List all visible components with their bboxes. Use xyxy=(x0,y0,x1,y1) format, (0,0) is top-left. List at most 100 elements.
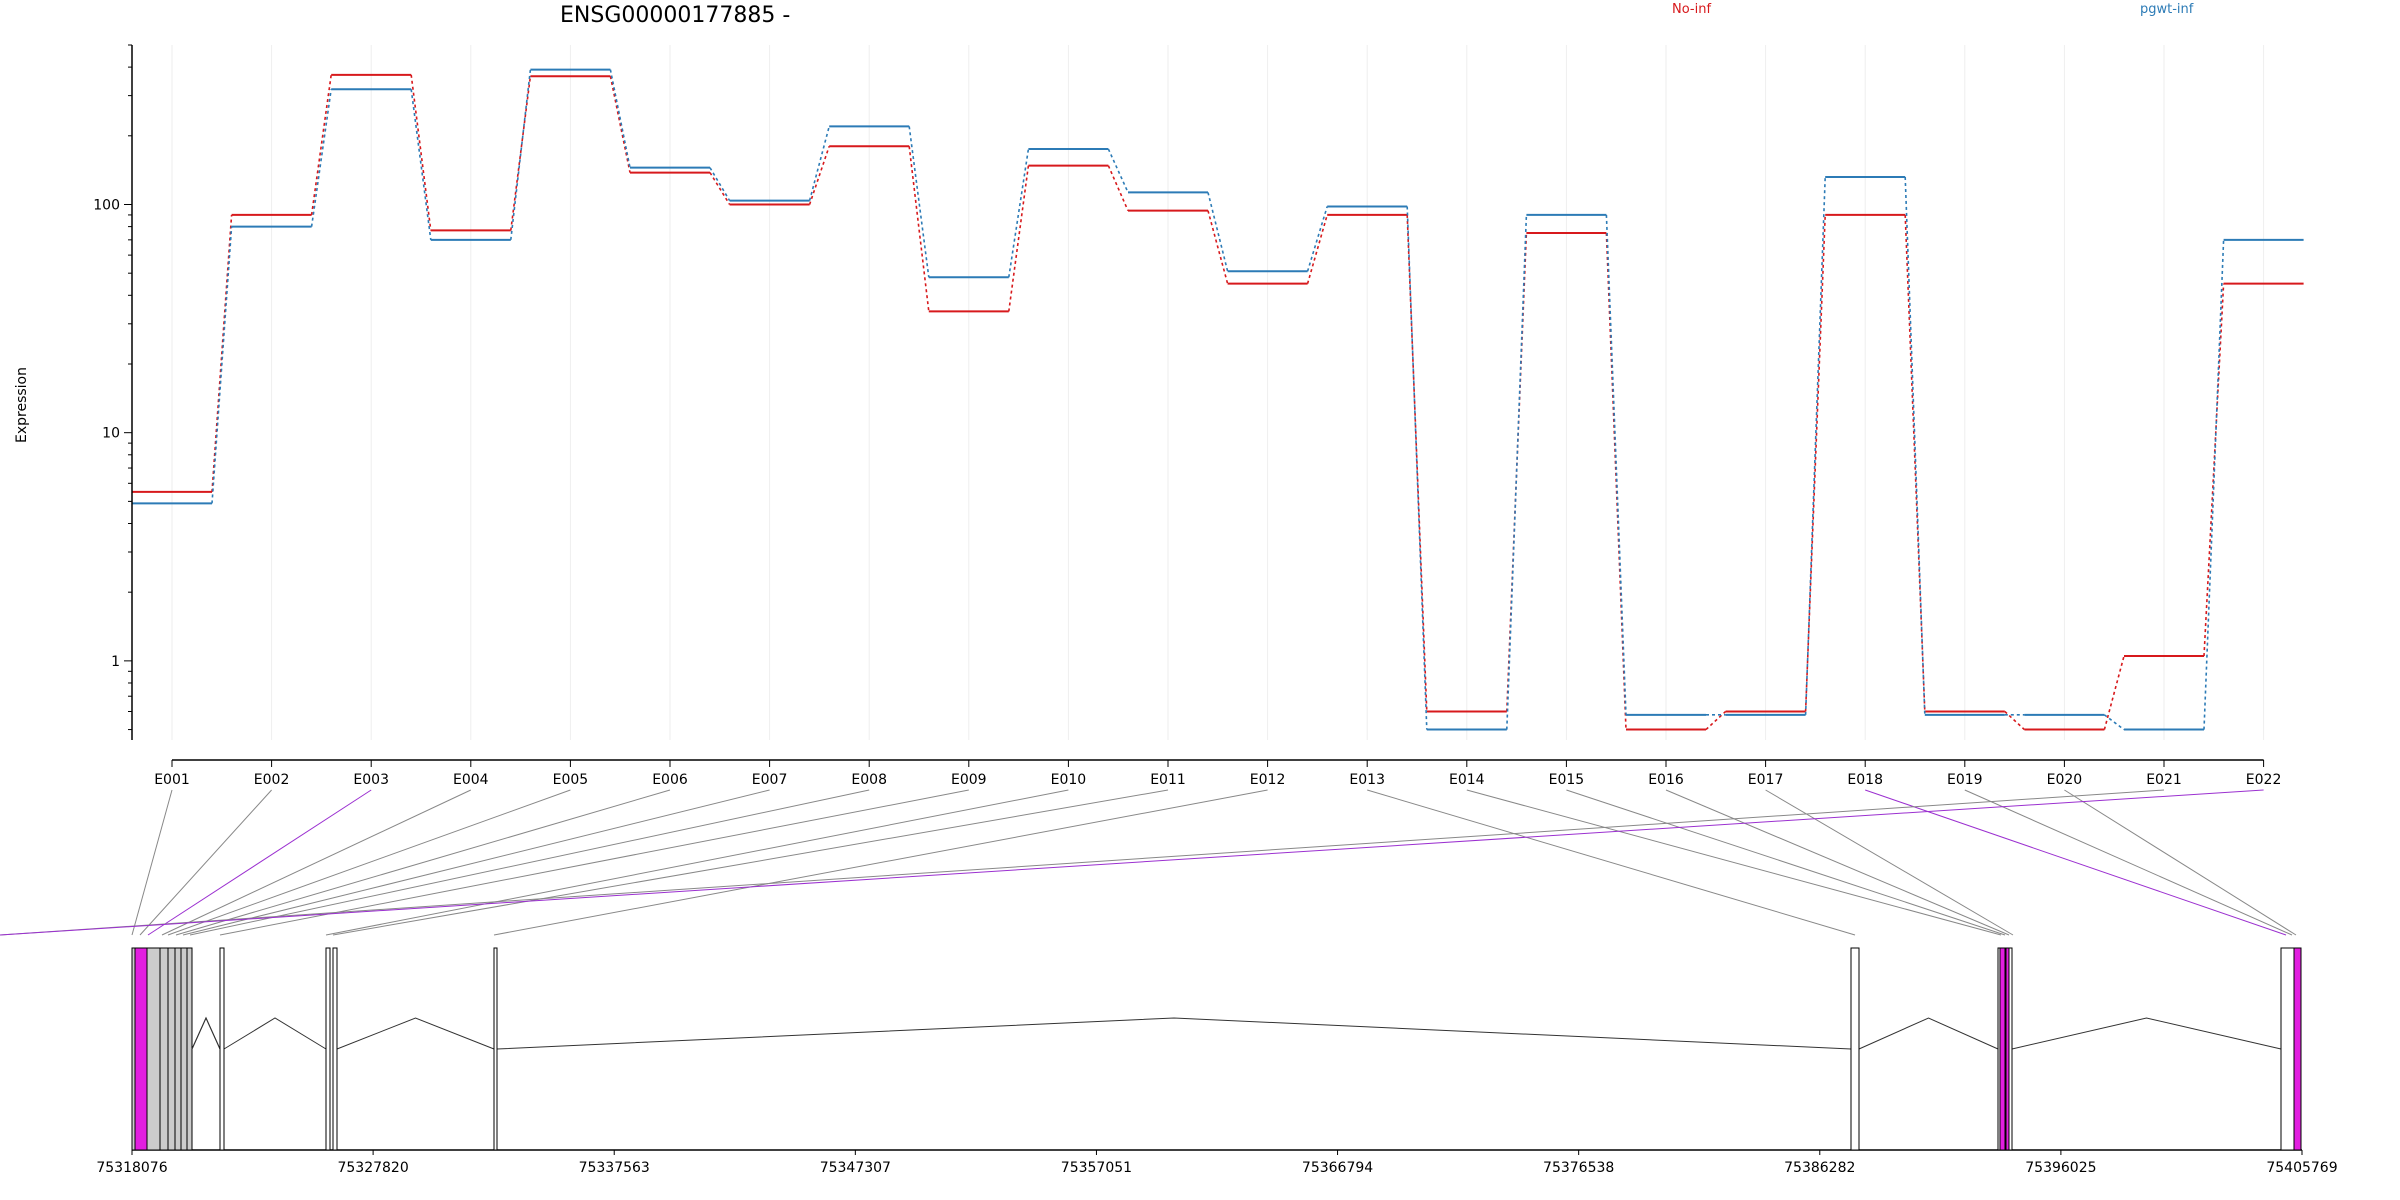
series-connector xyxy=(808,126,830,201)
connector-E014 xyxy=(1466,789,2002,936)
y-axis-label: Expression xyxy=(14,367,30,443)
exon-box xyxy=(325,947,331,1151)
connector-E001 xyxy=(131,789,173,936)
exon-box xyxy=(219,947,225,1151)
x-tick-label-E019: E019 xyxy=(1947,772,1983,788)
exon-highlighted xyxy=(1999,947,2006,1151)
series-connector xyxy=(1904,176,1926,715)
series-connector xyxy=(1605,214,1627,715)
x-tick-label-E005: E005 xyxy=(553,772,589,788)
series-connector xyxy=(410,89,432,240)
x-tick-label-E020: E020 xyxy=(2047,772,2083,788)
intron-line xyxy=(496,1017,1852,1050)
connector-E005 xyxy=(167,789,571,936)
series-connector xyxy=(908,126,930,278)
connector-E004 xyxy=(161,789,472,936)
coord-label: 75396025 xyxy=(2025,1160,2096,1176)
exon-highlighted xyxy=(2005,947,2010,1151)
series-pgwt-inf xyxy=(132,68,2304,731)
connector-E008 xyxy=(189,789,870,936)
series-connector xyxy=(1506,232,1528,712)
connector-E019 xyxy=(1964,789,2293,936)
x-tick-label-E021: E021 xyxy=(2146,772,2182,788)
series-No-inf xyxy=(132,73,2304,731)
series-connector xyxy=(2103,714,2125,731)
coord-label: 75405769 xyxy=(2266,1160,2337,1176)
connector-E012 xyxy=(493,789,1268,936)
connector-E009 xyxy=(219,789,969,936)
series-connector xyxy=(1008,148,1030,278)
axes: 1 10 100 E001 E002 E003 E004 E005 E006 E007 E008 E0… xyxy=(93,44,2282,788)
x-tick-label-E006: E006 xyxy=(652,772,688,788)
exon-box xyxy=(1850,947,1860,1151)
series-connector xyxy=(1406,214,1428,712)
exon-connector-lines xyxy=(0,789,2297,936)
x-tick-label-E012: E012 xyxy=(1250,772,1286,788)
series-connector xyxy=(709,167,731,202)
series-connector xyxy=(410,74,432,231)
x-tick-label-E011: E011 xyxy=(1150,772,1186,788)
connector-E018 xyxy=(1865,789,2287,936)
series-connector xyxy=(211,214,233,492)
y-tick-label: 1 xyxy=(111,654,120,670)
exon-highlighted xyxy=(2293,947,2302,1151)
series-connector xyxy=(510,76,532,231)
y-tick-label: 100 xyxy=(93,197,120,213)
series-connector xyxy=(908,146,930,312)
series-connector xyxy=(808,145,830,205)
gene-model: 75318076 75327820 75337563 75347307 75357051… xyxy=(96,947,2338,1176)
coord-label: 75347307 xyxy=(820,1160,891,1176)
exon-box xyxy=(493,947,498,1151)
x-tick-label-E008: E008 xyxy=(851,772,887,788)
coord-label: 75337563 xyxy=(579,1160,650,1176)
intron-line xyxy=(336,1017,495,1050)
connector-E022 xyxy=(0,789,2264,936)
exon-highlighted xyxy=(134,947,148,1151)
connector-E007 xyxy=(182,789,770,936)
series-connector xyxy=(211,226,233,504)
series-connector xyxy=(310,74,332,216)
intron-line xyxy=(2011,1017,2282,1050)
connector-E006 xyxy=(175,789,671,936)
x-tick-label-E014: E014 xyxy=(1449,772,1485,788)
series-connector xyxy=(2203,239,2225,730)
coord-label: 75327820 xyxy=(337,1160,408,1176)
connector-E015 xyxy=(1566,789,2006,936)
series-connector xyxy=(2103,655,2125,730)
connector-E013 xyxy=(1367,789,1856,936)
coord-label: 75366794 xyxy=(1302,1160,1373,1176)
series-connector xyxy=(1207,210,1229,284)
series-connector xyxy=(2004,710,2025,731)
series-connector xyxy=(1306,214,1328,284)
x-tick-label-E022: E022 xyxy=(2246,772,2282,788)
y-tick-label: 10 xyxy=(102,426,120,442)
series-connector xyxy=(1705,710,1727,731)
x-tick-label-E001: E001 xyxy=(154,772,190,788)
x-tick-label-E002: E002 xyxy=(254,772,290,788)
series-connector xyxy=(1107,148,1129,193)
series-connector xyxy=(1904,214,1926,712)
connector-E017 xyxy=(1765,789,2014,936)
vertical-grid xyxy=(171,45,2265,740)
x-tick-label-E004: E004 xyxy=(453,772,489,788)
connector-E010 xyxy=(325,789,1069,936)
series-layer xyxy=(132,68,2304,731)
x-tick-label-E018: E018 xyxy=(1847,772,1883,788)
coord-label: 75318076 xyxy=(96,1160,167,1176)
series-connector xyxy=(1107,165,1129,211)
connector-E016 xyxy=(1665,789,2010,936)
connector-E020 xyxy=(2064,789,2297,936)
x-tick-label-E016: E016 xyxy=(1648,772,1684,788)
connector-E003 xyxy=(147,789,372,936)
coord-label: 75386282 xyxy=(1784,1160,1855,1176)
chart-title: ENSG00000177885 - xyxy=(560,3,790,28)
connector-E002 xyxy=(139,789,272,936)
x-tick-label-E003: E003 xyxy=(353,772,389,788)
series-connector xyxy=(510,69,532,240)
coord-label: 75357051 xyxy=(1061,1160,1132,1176)
x-tick-label-E013: E013 xyxy=(1349,772,1385,788)
series-connector xyxy=(1804,214,1826,712)
series-connector xyxy=(1207,192,1229,272)
series-connector xyxy=(1008,165,1030,312)
coord-label: 75376538 xyxy=(1543,1160,1614,1176)
